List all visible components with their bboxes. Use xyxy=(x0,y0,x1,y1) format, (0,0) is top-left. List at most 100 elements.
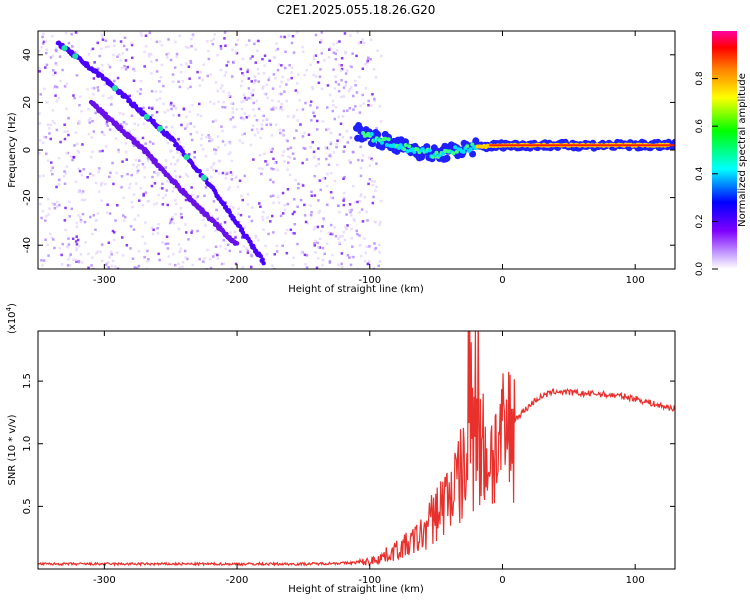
noise-dot xyxy=(78,169,82,173)
noise-dot xyxy=(343,191,346,195)
noise-dot xyxy=(177,227,181,231)
noise-dot xyxy=(39,93,42,96)
noise-dot xyxy=(253,42,256,46)
noise-dot xyxy=(143,65,146,68)
snr-plot-area xyxy=(38,331,675,569)
noise-dot xyxy=(128,94,131,98)
main-track-highlight xyxy=(143,113,150,120)
noise-dot xyxy=(200,143,203,147)
noise-dot xyxy=(45,51,48,55)
noise-dot xyxy=(270,167,273,170)
noise-dot xyxy=(329,142,333,146)
noise-dot xyxy=(287,161,290,164)
noise-dot xyxy=(166,180,169,183)
noise-dot xyxy=(48,127,51,130)
noise-dot xyxy=(126,65,129,69)
noise-dot xyxy=(227,60,230,64)
noise-dot xyxy=(158,80,161,83)
noise-dot xyxy=(107,261,110,264)
noise-dot xyxy=(75,248,78,252)
noise-dot xyxy=(294,89,298,92)
noise-dot xyxy=(158,40,162,43)
noise-dot xyxy=(340,262,343,266)
noise-dot xyxy=(65,152,68,155)
noise-dot xyxy=(321,246,325,250)
noise-dot xyxy=(220,262,224,266)
noise-dot xyxy=(247,77,251,80)
noise-dot xyxy=(234,236,237,239)
noise-dot xyxy=(258,153,262,157)
noise-dot xyxy=(139,31,143,35)
noise-dot xyxy=(257,72,260,75)
noise-dot xyxy=(250,265,253,269)
noise-dot xyxy=(110,95,113,98)
y-tick-label: 0.5 xyxy=(22,498,33,514)
noise-dot xyxy=(87,132,91,136)
noise-dot xyxy=(173,163,177,166)
snr-marks xyxy=(38,331,675,567)
noise-dot xyxy=(243,226,246,229)
noise-dot xyxy=(76,149,80,153)
noise-dot xyxy=(332,68,335,71)
noise-dot xyxy=(116,76,120,80)
x-tick-label: -100 xyxy=(358,575,381,586)
noise-dot xyxy=(67,116,70,120)
noise-dot xyxy=(272,231,275,234)
noise-dot xyxy=(75,225,79,229)
noise-dot xyxy=(345,129,349,133)
noise-dot xyxy=(116,267,120,269)
noise-dot xyxy=(265,253,268,256)
noise-dot xyxy=(166,141,170,145)
noise-dot xyxy=(361,93,364,97)
noise-dot xyxy=(237,207,240,210)
noise-dot xyxy=(231,102,235,105)
noise-dot xyxy=(164,166,167,169)
noise-dot xyxy=(358,111,362,114)
steady-line-core xyxy=(386,137,391,142)
noise-dot xyxy=(110,97,113,100)
noise-dot xyxy=(266,96,269,100)
noise-dot xyxy=(201,148,205,151)
noise-dot xyxy=(256,49,259,52)
noise-dot xyxy=(41,141,45,144)
noise-dot xyxy=(349,34,352,37)
noise-dot xyxy=(136,169,140,173)
noise-dot xyxy=(171,190,174,193)
noise-dot xyxy=(75,260,78,263)
noise-dot xyxy=(238,139,242,142)
noise-dot xyxy=(350,86,353,89)
noise-dot xyxy=(174,40,177,44)
noise-dot xyxy=(280,64,283,67)
noise-dot xyxy=(143,242,147,245)
noise-dot xyxy=(283,35,286,39)
noise-dot xyxy=(198,102,201,106)
noise-dot xyxy=(254,236,258,239)
noise-dot xyxy=(174,263,177,267)
noise-dot xyxy=(44,136,48,139)
noise-dot xyxy=(209,266,213,269)
main-track-point xyxy=(138,107,143,112)
noise-dot xyxy=(342,231,345,234)
noise-dot xyxy=(358,211,361,214)
noise-dot xyxy=(328,48,331,51)
noise-dot xyxy=(161,182,164,186)
noise-dot xyxy=(316,61,320,64)
noise-dot xyxy=(53,207,57,210)
noise-dot xyxy=(133,69,137,73)
noise-dot xyxy=(360,193,363,196)
noise-dot xyxy=(120,175,124,178)
noise-dot xyxy=(182,145,185,149)
noise-dot xyxy=(380,199,383,203)
noise-dot xyxy=(361,38,364,41)
noise-dot xyxy=(262,228,265,231)
noise-dot xyxy=(263,92,267,96)
noise-dot xyxy=(227,152,230,156)
noise-dot xyxy=(91,119,94,123)
noise-dot xyxy=(187,238,190,241)
noise-dot xyxy=(59,79,62,83)
noise-dot xyxy=(149,140,152,144)
noise-dot xyxy=(63,219,67,222)
noise-dot xyxy=(332,104,335,107)
noise-dot xyxy=(74,240,78,243)
noise-dot xyxy=(231,111,234,114)
